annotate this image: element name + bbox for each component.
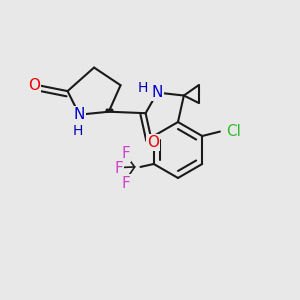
Text: N: N	[152, 85, 163, 100]
Text: O: O	[147, 135, 159, 150]
Text: N: N	[74, 107, 85, 122]
Text: H: H	[137, 81, 148, 95]
Text: H: H	[73, 124, 83, 138]
Text: F: F	[122, 146, 130, 161]
Text: O: O	[28, 78, 40, 93]
Text: F: F	[122, 176, 130, 190]
Text: F: F	[114, 161, 123, 176]
Text: Cl: Cl	[226, 124, 241, 139]
